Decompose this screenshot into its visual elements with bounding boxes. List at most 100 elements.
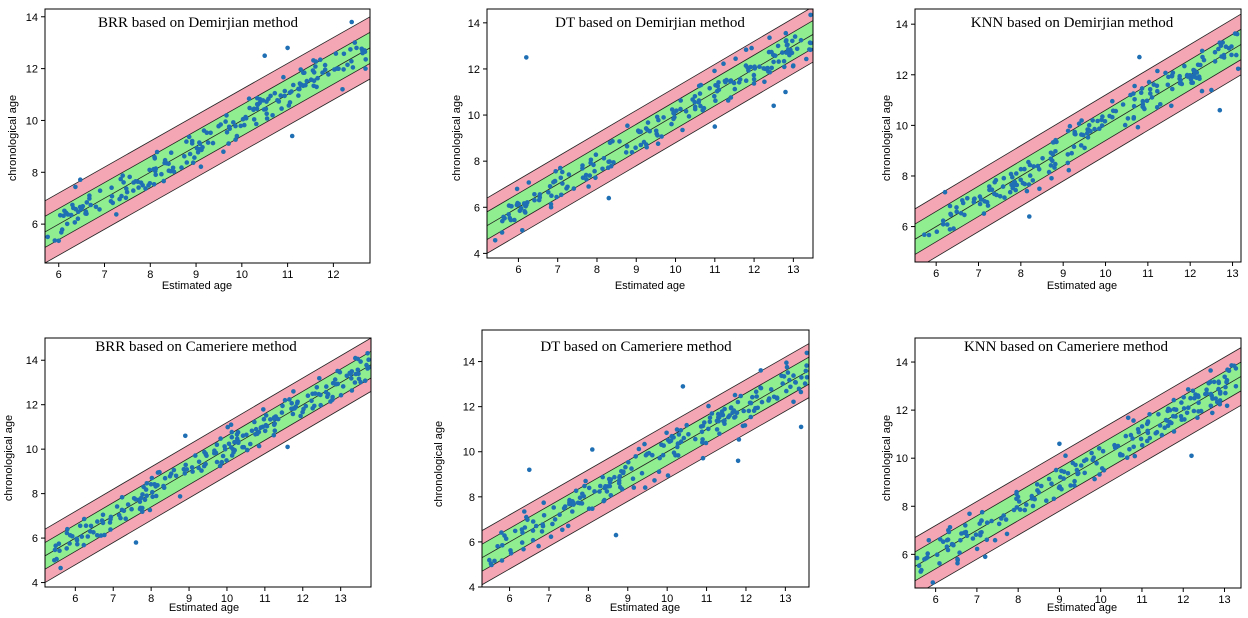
- data-point: [320, 70, 325, 75]
- data-point: [724, 77, 729, 83]
- data-point: [593, 152, 599, 157]
- data-point: [318, 402, 324, 408]
- data-point: [199, 147, 204, 153]
- data-point: [1137, 54, 1142, 60]
- data-point: [583, 172, 589, 178]
- data-point: [1138, 436, 1144, 442]
- data-point: [268, 93, 273, 99]
- x-tick-label: 11: [259, 593, 270, 605]
- band-boundary-line: [915, 390, 1241, 582]
- y-tick-label: 10: [26, 115, 38, 127]
- data-point: [733, 414, 738, 420]
- data-point: [77, 523, 83, 529]
- y-tick-label: 14: [896, 357, 908, 369]
- data-point: [1081, 132, 1086, 138]
- data-point: [1049, 176, 1054, 181]
- data-point: [1026, 182, 1032, 187]
- data-point: [977, 194, 983, 199]
- data-point: [736, 437, 742, 442]
- data-point: [524, 202, 529, 208]
- x-tick-label: 11: [709, 264, 720, 276]
- data-point: [725, 98, 731, 103]
- data-point: [1059, 486, 1064, 492]
- data-point: [52, 238, 58, 243]
- data-point: [989, 187, 995, 192]
- data-point: [166, 168, 172, 173]
- y-axis-label: chronological age: [881, 415, 893, 501]
- band-boundary-line: [926, 404, 1241, 588]
- data-point: [253, 432, 258, 437]
- data-point: [78, 177, 83, 182]
- x-tick-label: 6: [933, 268, 939, 280]
- x-axis-label: Estimated age: [615, 280, 685, 292]
- data-point: [530, 519, 536, 524]
- data-point: [261, 107, 267, 112]
- data-point: [785, 370, 791, 375]
- data-point: [798, 424, 804, 430]
- data-point: [1082, 145, 1087, 151]
- data-point: [600, 166, 605, 172]
- data-point: [1068, 483, 1073, 488]
- data-point: [738, 393, 743, 399]
- x-tick-label: 12: [1177, 594, 1189, 606]
- data-point: [601, 156, 607, 161]
- data-point: [775, 43, 781, 49]
- data-point: [597, 489, 602, 494]
- data-point: [233, 123, 238, 129]
- x-tick-label: 6: [933, 594, 939, 606]
- data-point: [657, 455, 662, 461]
- data-point: [1196, 400, 1201, 406]
- data-point: [1171, 429, 1177, 434]
- y-tick-label: 6: [469, 537, 475, 549]
- data-point: [1235, 66, 1241, 72]
- data-point: [930, 580, 936, 585]
- data-point: [661, 115, 666, 120]
- data-point: [1135, 124, 1141, 130]
- data-point: [1000, 184, 1006, 189]
- data-point: [118, 515, 123, 521]
- data-point: [1099, 123, 1105, 128]
- data-point: [170, 165, 176, 171]
- data-point: [1076, 470, 1081, 476]
- data-point: [539, 529, 545, 534]
- data-point: [1233, 384, 1239, 389]
- x-axis-label: Estimated age: [1047, 602, 1117, 614]
- data-point: [1208, 368, 1213, 373]
- data-point: [642, 485, 648, 490]
- data-point: [344, 373, 350, 379]
- data-point: [1086, 122, 1092, 128]
- data-point: [340, 87, 345, 92]
- data-point: [926, 232, 932, 238]
- data-point: [263, 422, 269, 428]
- data-point: [190, 160, 196, 165]
- x-tick-label: 13: [779, 593, 791, 605]
- x-tick-label: 12: [297, 593, 309, 605]
- data-point: [669, 107, 675, 112]
- data-point: [680, 384, 686, 389]
- band-boundary-line: [45, 62, 370, 248]
- data-point: [45, 234, 50, 240]
- band-boundary-line: [926, 74, 1241, 262]
- data-point: [72, 220, 78, 225]
- data-point: [673, 453, 678, 458]
- data-point: [341, 51, 347, 57]
- data-point: [150, 489, 155, 495]
- data-point: [142, 497, 148, 503]
- band-boundary-line: [45, 16, 370, 202]
- band-boundary-line: [482, 397, 809, 586]
- data-point: [1099, 117, 1104, 123]
- data-point: [1072, 483, 1077, 488]
- data-point: [229, 434, 235, 440]
- data-point: [204, 453, 209, 459]
- data-point: [214, 442, 220, 448]
- data-point: [1125, 116, 1131, 121]
- data-point: [168, 150, 174, 155]
- data-point: [228, 422, 234, 428]
- data-point: [1128, 432, 1134, 438]
- data-point: [625, 123, 630, 128]
- data-point: [712, 93, 717, 99]
- data-point: [1095, 118, 1100, 124]
- data-point: [541, 513, 547, 518]
- data-point: [148, 482, 154, 487]
- data-point: [247, 105, 252, 111]
